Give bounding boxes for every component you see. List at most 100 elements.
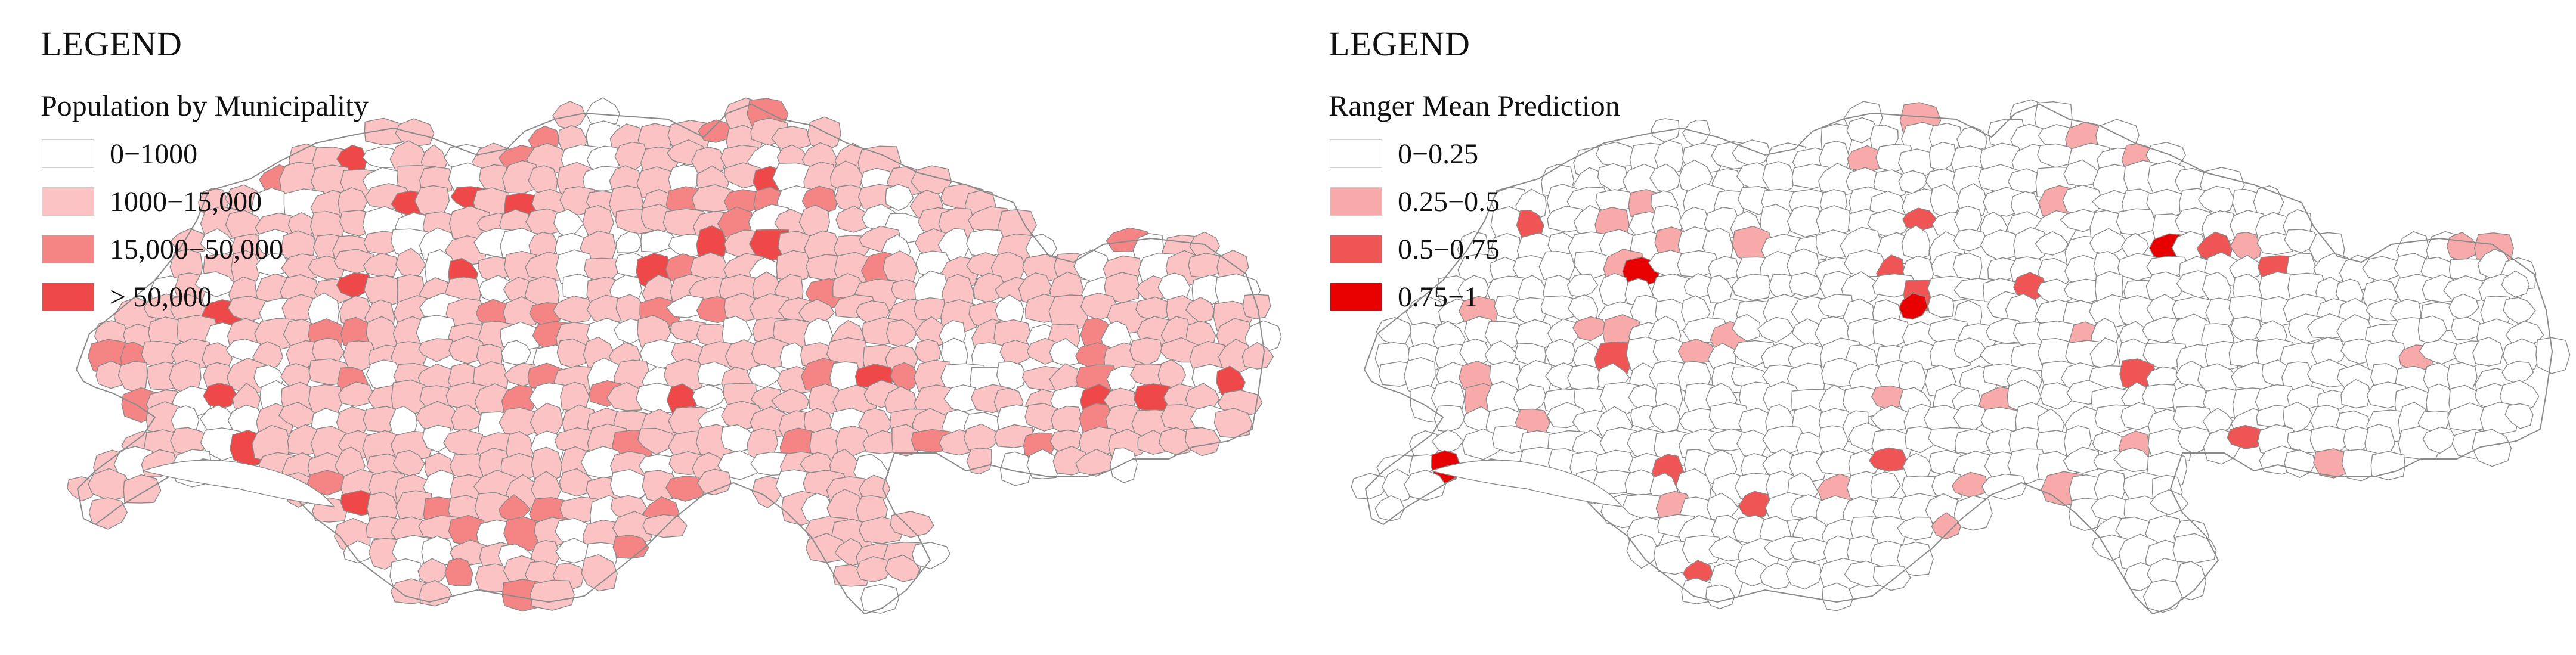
municipality-polygon	[2089, 228, 2128, 256]
municipality-polygon	[1871, 516, 1908, 549]
municipality-polygon	[392, 449, 425, 477]
municipality-polygon	[501, 340, 531, 365]
municipality-polygon	[2142, 579, 2183, 613]
municipality-polygon	[1026, 448, 1061, 480]
municipality-polygon	[2343, 426, 2370, 454]
municipality-polygon	[503, 296, 540, 326]
municipality-polygon	[552, 295, 595, 324]
lake-geneva	[1429, 460, 1623, 507]
municipality-polygon	[696, 468, 732, 496]
legend-label: 0.75−1	[1398, 281, 1479, 313]
municipality-polygon	[338, 381, 374, 407]
legend-label: 15,000−50,000	[110, 233, 284, 265]
municipality-polygon	[1899, 292, 1928, 320]
municipality-polygon	[1405, 294, 1446, 329]
municipality-polygon	[2448, 293, 2479, 321]
municipality-polygon	[363, 253, 398, 278]
municipality-polygon	[2005, 293, 2039, 325]
legend-swatch	[1330, 187, 1382, 216]
legend-label: > 50,000	[110, 281, 212, 313]
municipality-polygon	[770, 388, 810, 415]
municipality-polygon	[1431, 429, 1464, 454]
municipality-polygon	[615, 231, 643, 254]
municipality-polygon	[612, 535, 649, 559]
municipality-polygon	[1376, 316, 1412, 346]
municipality-polygon	[1513, 297, 1549, 326]
municipality-polygon	[556, 338, 589, 368]
prediction-choropleth-map	[1351, 99, 2571, 615]
legend-swatch	[42, 139, 94, 168]
municipality-polygon	[1484, 340, 1518, 369]
legend-item-class-2: 0.25−0.5	[1330, 184, 1500, 219]
municipality-polygon	[415, 401, 461, 433]
municipality-polygon	[2202, 408, 2234, 434]
municipality-polygon	[1351, 473, 1388, 499]
legend-label: 0.5−0.75	[1398, 233, 1500, 265]
municipality-polygon	[2309, 425, 2349, 457]
municipality-polygon	[281, 253, 321, 283]
municipality-polygon	[1732, 313, 1761, 342]
municipality-polygon	[1872, 564, 1911, 591]
legend-item-class-3: 0.5−0.75	[1330, 231, 1500, 267]
municipality-polygon	[2116, 208, 2156, 236]
municipality-polygon	[606, 381, 647, 411]
municipality-polygon	[255, 252, 290, 277]
municipality-polygon	[890, 511, 934, 538]
municipality-polygon	[418, 338, 456, 362]
municipality-polygon	[2417, 315, 2448, 345]
municipality-polygon	[890, 362, 920, 393]
legend-item-class-4: 0.75−1	[1330, 279, 1478, 315]
municipality-polygon	[2089, 337, 2119, 369]
municipality-polygons	[66, 97, 1282, 615]
legend-item-class-2: 1000−15,000	[42, 184, 262, 219]
municipality-polygon	[1953, 228, 1987, 252]
municipality-polygon	[1433, 405, 1466, 432]
municipality-polygon	[1706, 275, 1733, 304]
municipality-polygon	[1905, 426, 1936, 454]
legend-item-class-4: > 50,000	[42, 279, 212, 315]
municipality-polygon	[2227, 424, 2264, 449]
municipality-polygon	[2284, 449, 2316, 478]
municipality-polygon	[552, 101, 586, 130]
municipality-polygon	[1902, 452, 1933, 479]
municipality-polygon	[1104, 272, 1140, 304]
municipality-polygon	[1567, 364, 1602, 391]
municipality-polygon	[1788, 272, 1822, 297]
municipality-polygon	[751, 476, 784, 508]
municipality-polygon	[2113, 447, 2151, 473]
municipality-polygon	[2230, 231, 2262, 263]
municipality-polygon	[1898, 170, 1928, 194]
municipality-polygon	[999, 451, 1033, 486]
municipality-polygon	[642, 514, 688, 538]
municipality-polygon	[1597, 163, 1628, 192]
legend-swatch	[42, 283, 94, 311]
municipality-polygon	[417, 558, 449, 586]
municipality-polygon	[835, 205, 873, 233]
municipality-polygon	[1706, 492, 1739, 521]
municipality-polygon	[1953, 404, 1989, 432]
municipality-polygon	[1757, 316, 1794, 343]
municipality-polygon	[414, 185, 450, 218]
legend-swatch	[42, 235, 94, 263]
lake-geneva	[141, 460, 335, 507]
prediction-map-panel: LEGEND Ranger Mean Prediction 0−0.25 0.2…	[1288, 0, 2576, 655]
municipality-polygon	[1868, 447, 1908, 472]
population-choropleth-map	[66, 97, 1282, 615]
municipality-polygon	[2228, 254, 2265, 280]
municipality-polygon	[2446, 232, 2478, 262]
municipality-polygon	[1901, 225, 1931, 260]
municipality-polygon	[2501, 270, 2530, 298]
municipality-polygon	[395, 118, 435, 147]
municipality-polygon	[1649, 163, 1681, 193]
municipality-polygon	[963, 423, 1000, 452]
municipality-polygon	[914, 339, 942, 365]
municipality-polygon	[856, 556, 891, 582]
municipality-polygon	[444, 557, 473, 586]
municipality-polygon	[1184, 427, 1221, 457]
municipality-polygon	[203, 383, 238, 409]
municipality-polygon	[2063, 446, 2100, 474]
municipality-polygon	[1110, 447, 1138, 483]
legend-label: 0−1000	[110, 138, 198, 170]
municipality-polygon	[1622, 493, 1662, 520]
municipality-polygon	[1929, 141, 1956, 172]
